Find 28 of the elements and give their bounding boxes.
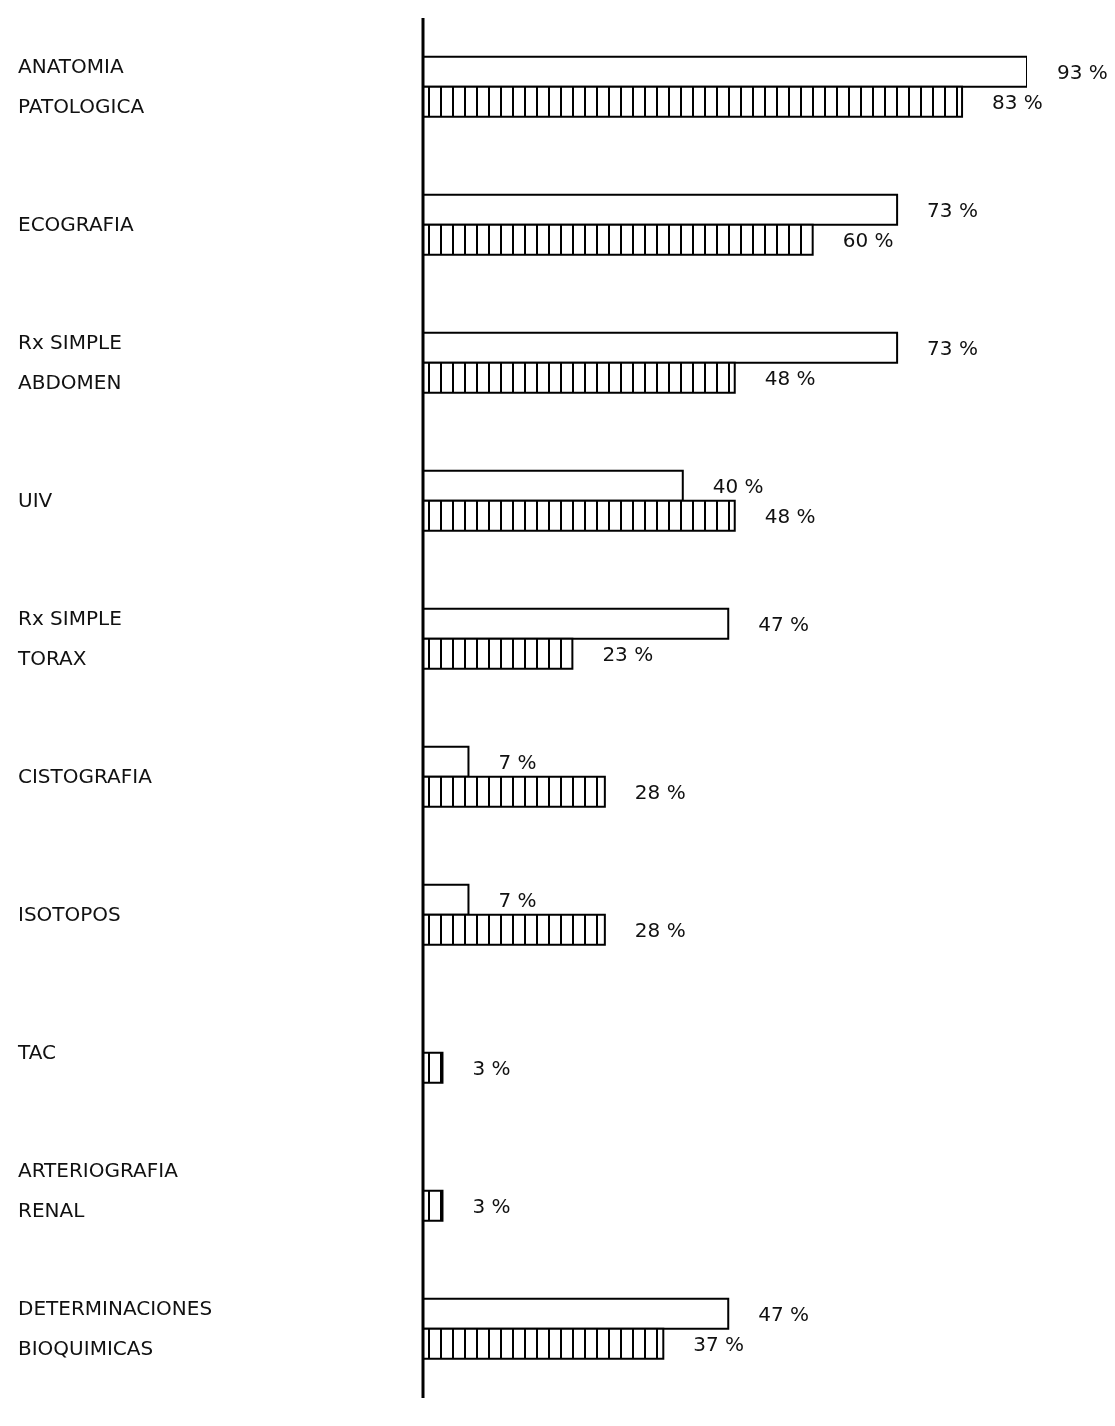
data-label: 23 %: [602, 641, 654, 666]
data-label: 73 %: [927, 197, 978, 222]
data-label: 3 %: [472, 1193, 511, 1218]
data-label: 37 %: [693, 1331, 745, 1356]
y-tick-label: Rx SIMPLE ABDOMEN: [18, 330, 122, 394]
data-label: 7 %: [498, 749, 537, 774]
y-tick-label: CISTOGRAFIA: [18, 764, 153, 788]
y-tick-label: ECOGRAFIA: [18, 212, 135, 236]
data-label: 83 %: [992, 89, 1043, 114]
y-tick-label: ANATOMIA PATOLOGICA: [18, 54, 145, 118]
data-label: 3 %: [472, 1055, 511, 1080]
y-tick-label: Rx SIMPLE TORAX: [17, 606, 122, 670]
data-label: 28 %: [634, 779, 686, 804]
y-tick-label: ISOTOPOS: [18, 902, 121, 926]
data-label: 28 %: [634, 917, 686, 942]
data-label: 73 %: [927, 335, 978, 360]
y-tick-label: DETERMINACIONES BIOQUIMICAS: [18, 1296, 213, 1360]
data-label: 7 %: [498, 887, 537, 912]
data-label: 47 %: [758, 611, 810, 636]
y-tick-label: UIV: [18, 488, 53, 512]
data-label: 60 %: [842, 227, 894, 252]
data-label: 93 %: [1057, 59, 1108, 84]
y-tick-label: TAC: [17, 1040, 56, 1064]
data-label: 40 %: [712, 473, 764, 498]
y-tick-label: ARTERIOGRAFIA RENAL: [18, 1158, 179, 1222]
data-label: 48 %: [764, 503, 816, 528]
data-label: 47 %: [758, 1301, 810, 1326]
data-label: 48 %: [764, 365, 816, 390]
